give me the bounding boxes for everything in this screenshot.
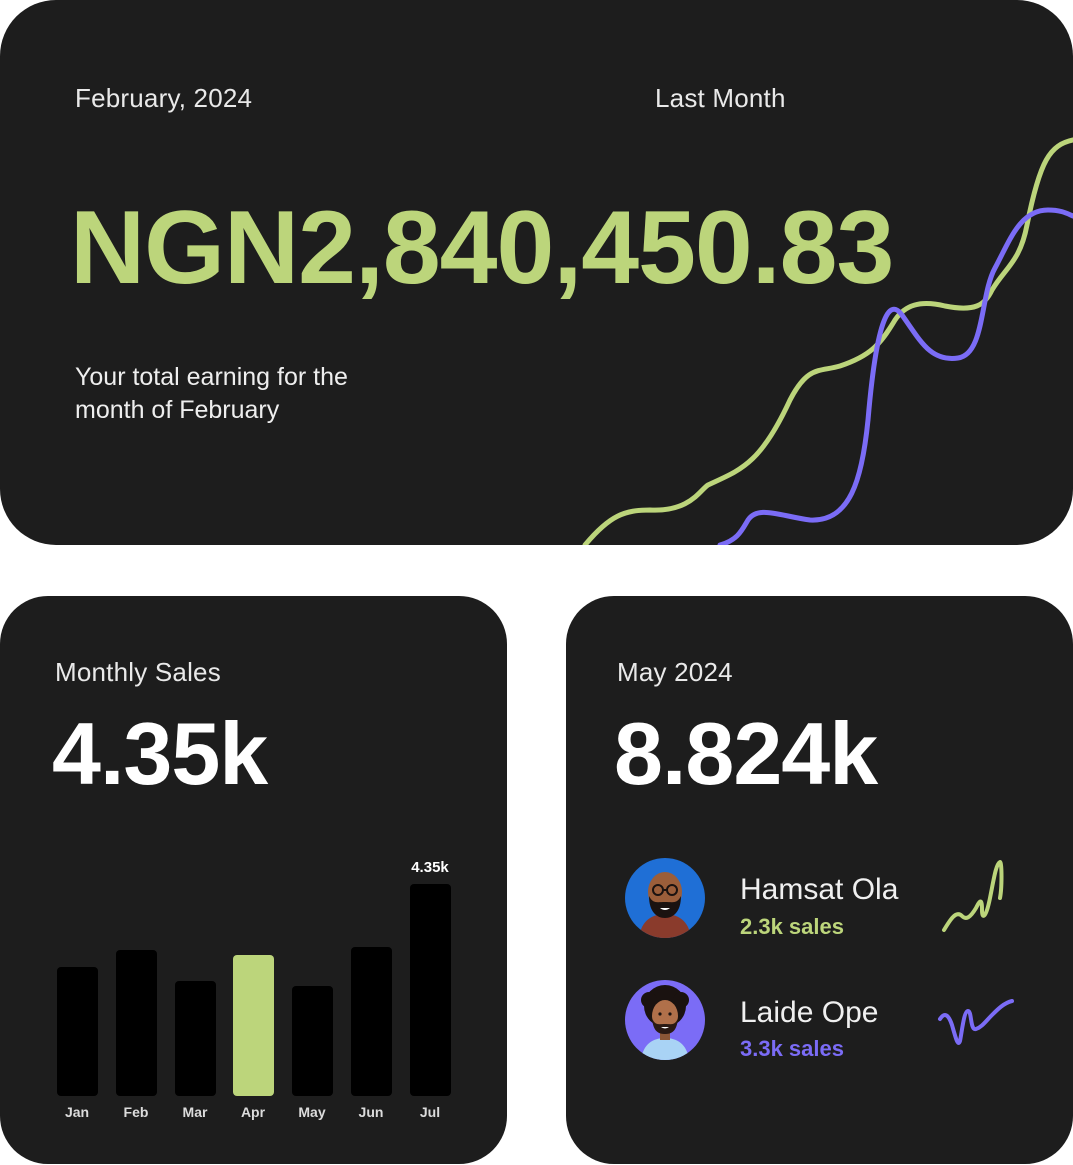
bald-man-glasses-avatar-icon bbox=[625, 858, 705, 938]
seller-sparkline bbox=[942, 860, 1004, 932]
seller-name: Hamsat Ola bbox=[740, 873, 899, 906]
monthly-sales-card: Monthly Sales 4.35k Jan Feb Mar Apr May Jun Ju… bbox=[0, 596, 507, 1164]
top-sellers-card: May 2024 8.824k Hamsat Ola 2.3k sales bbox=[566, 596, 1073, 1164]
comparison-label[interactable]: Last Month bbox=[655, 83, 786, 113]
bar-label-apr: Apr bbox=[240, 1104, 266, 1120]
bar-jul[interactable] bbox=[410, 884, 451, 1096]
earnings-amount: NGN2,840,450.83 bbox=[70, 190, 894, 306]
bar-value-label: 4.35k bbox=[411, 859, 449, 876]
last-month-trend-line bbox=[717, 207, 1073, 545]
earnings-period: February, 2024 bbox=[75, 83, 253, 113]
monthly-sales-total: 4.35k bbox=[52, 704, 268, 803]
bar-jan[interactable] bbox=[57, 967, 98, 1096]
bar-apr[interactable] bbox=[233, 955, 274, 1096]
bar-label-jun: Jun bbox=[358, 1104, 384, 1120]
bar-may[interactable] bbox=[292, 986, 333, 1096]
earnings-description-line2: month of February bbox=[75, 396, 280, 424]
bar-label-feb: Feb bbox=[123, 1104, 149, 1120]
earnings-description: Your total earning for the month of Febr… bbox=[75, 361, 348, 427]
seller-sales: 3.3k sales bbox=[740, 1036, 844, 1061]
bar-mar[interactable] bbox=[175, 981, 216, 1096]
bar-label-jan: Jan bbox=[64, 1104, 90, 1120]
current-month-trend-line bbox=[582, 137, 1073, 545]
top-sellers-period: May 2024 bbox=[617, 657, 733, 687]
seller-sparkline bbox=[938, 999, 1014, 1045]
monthly-sales-title: Monthly Sales bbox=[55, 657, 221, 687]
bar-feb[interactable] bbox=[116, 950, 157, 1096]
seller-sales: 2.3k sales bbox=[740, 914, 844, 939]
earnings-trend-chart bbox=[582, 137, 1073, 545]
bar-jun[interactable] bbox=[351, 947, 392, 1096]
top-sellers-total: 8.824k bbox=[614, 704, 878, 803]
bar-label-may: May bbox=[298, 1104, 326, 1120]
seller-name: Laide Ope bbox=[740, 996, 879, 1029]
bar-label-mar: Mar bbox=[182, 1104, 208, 1120]
curly-hair-man-avatar-icon bbox=[625, 980, 705, 1060]
bar-label-jul: Jul bbox=[419, 1104, 441, 1120]
earnings-description-line1: Your total earning for the bbox=[75, 363, 348, 391]
monthly-sales-bar-chart: Jan Feb Mar Apr May Jun Jul 4.35k bbox=[0, 596, 507, 1164]
earnings-card: February, 2024 Last Month NGN2,840,450.8… bbox=[0, 0, 1073, 545]
